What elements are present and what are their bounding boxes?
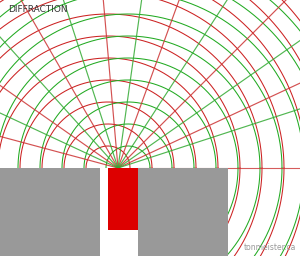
Bar [108, 230, 138, 256]
Bar [108, 168, 138, 230]
Bar [100, 168, 108, 256]
Bar [0, 168, 100, 256]
Text: DIFFRACTION: DIFFRACTION [8, 5, 68, 14]
Bar [138, 168, 228, 256]
Text: tonmeister.ca: tonmeister.ca [244, 243, 296, 252]
